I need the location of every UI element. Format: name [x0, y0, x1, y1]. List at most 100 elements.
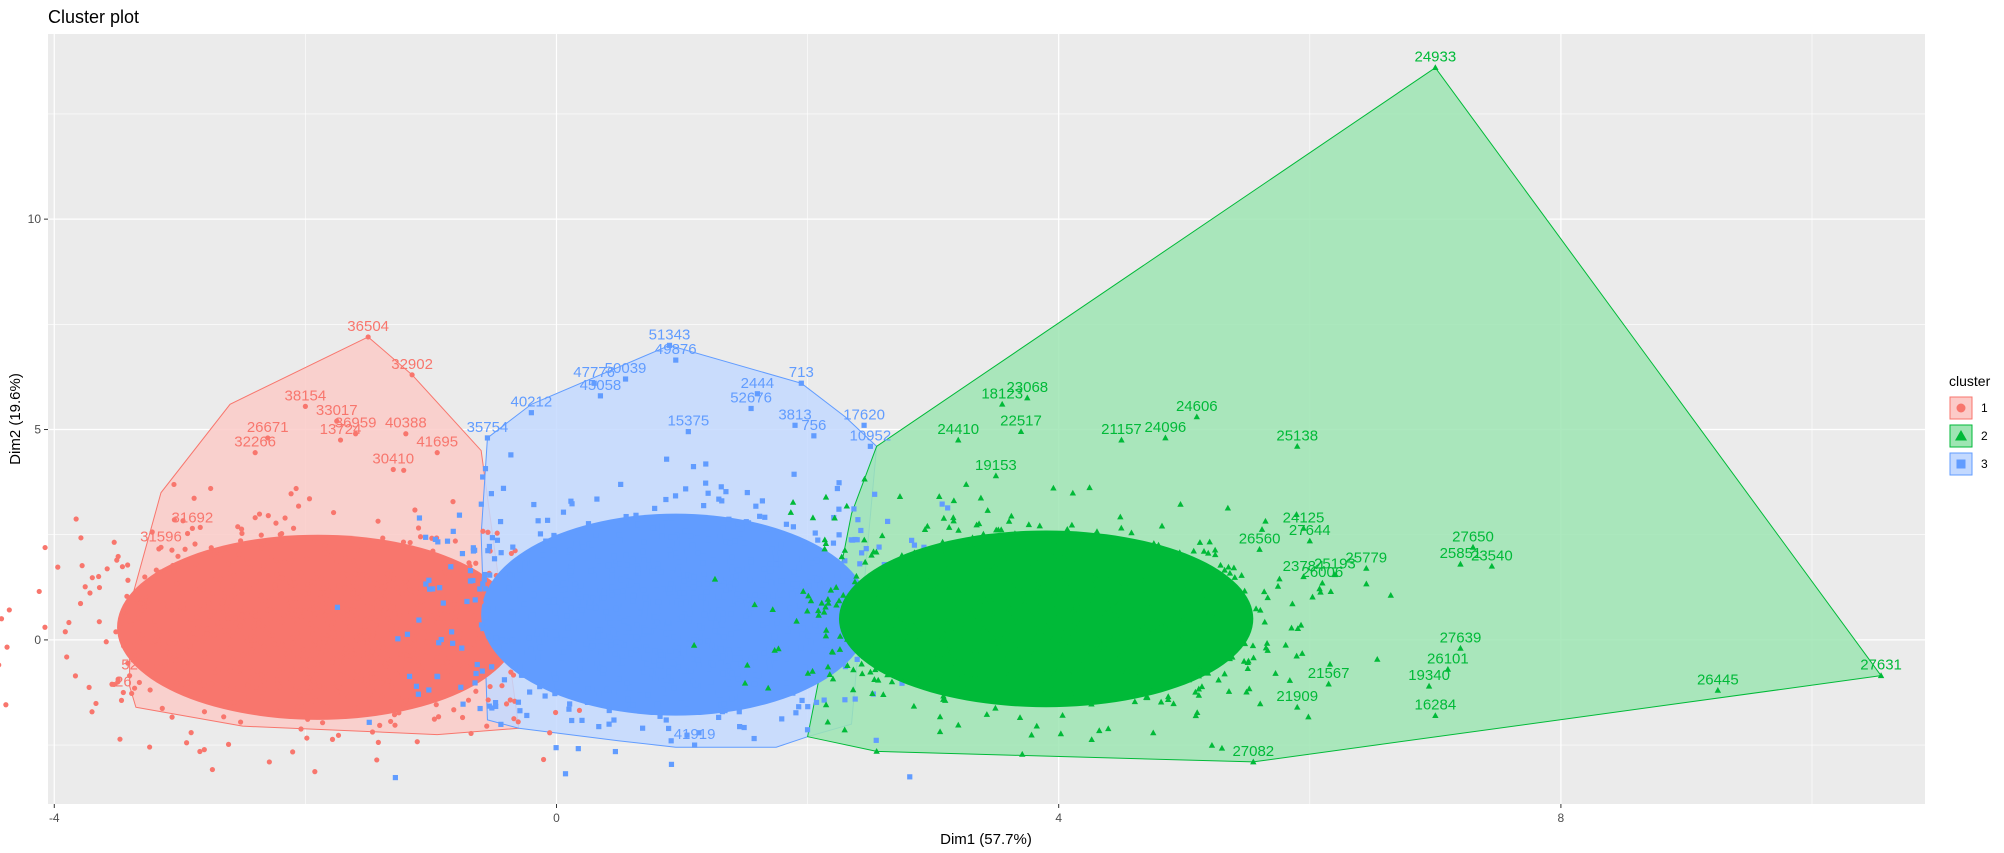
- cluster-point-2: [1140, 648, 1148, 655]
- cluster-point-3: [416, 515, 423, 521]
- cluster-point-3: [594, 660, 600, 666]
- point-cluster-2: [998, 400, 1006, 407]
- cluster-point-2: [1058, 576, 1065, 583]
- cluster-point-3: [551, 597, 557, 604]
- cluster-point-1: [419, 647, 425, 653]
- cluster-point-2: [913, 561, 920, 568]
- point-cluster-3: [666, 342, 673, 348]
- cluster-point-3: [671, 575, 677, 581]
- cluster-point-1: [410, 651, 416, 657]
- cluster-point-3: [736, 709, 742, 715]
- cluster-point-1: [267, 606, 273, 612]
- cluster-point-2: [915, 558, 923, 565]
- cluster-point-2: [1262, 644, 1270, 651]
- cluster-point-2: [1064, 643, 1071, 650]
- cluster-point-2: [975, 551, 983, 557]
- cluster-point-3: [459, 550, 466, 557]
- cluster-point-3: [676, 616, 682, 622]
- cluster-point-2: [879, 532, 886, 539]
- cluster-point-2: [1126, 553, 1133, 560]
- cluster-point-3: [650, 525, 656, 531]
- cluster-point-1: [434, 620, 440, 626]
- cluster-point-3: [623, 634, 629, 640]
- cluster-point-2: [769, 606, 776, 613]
- cluster-point-2: [998, 643, 1005, 650]
- cluster-point-2: [818, 599, 825, 606]
- cluster-point-2: [1032, 597, 1040, 604]
- cluster-point-1: [298, 726, 304, 732]
- cluster-point-3: [827, 623, 833, 629]
- cluster-point-1: [243, 565, 249, 571]
- cluster-point-2: [1257, 606, 1264, 613]
- cluster-point-1: [229, 583, 235, 589]
- cluster-point-3: [489, 664, 495, 670]
- cluster-point-2: [1074, 587, 1081, 594]
- cluster-point-2: [1316, 585, 1323, 592]
- cluster-point-2: [1137, 668, 1144, 675]
- point-label-cluster-2: 25851: [1440, 545, 1482, 562]
- cluster-point-2: [1249, 642, 1257, 649]
- cluster-point-2: [1260, 588, 1268, 595]
- cluster-point-2: [1066, 546, 1073, 552]
- cluster-point-2: [1155, 652, 1163, 659]
- cluster-point-3: [406, 673, 413, 679]
- cluster-point-3: [728, 581, 735, 587]
- cluster-point-1: [261, 562, 267, 569]
- cluster-point-3: [668, 678, 674, 684]
- cluster-point-3: [772, 654, 779, 661]
- cluster-point-3: [688, 668, 694, 674]
- point-cluster-2: [1363, 564, 1370, 571]
- cluster-point-3: [574, 677, 580, 684]
- cluster-point-1: [103, 639, 109, 645]
- cluster-point-2: [824, 595, 832, 602]
- cluster-point-3: [805, 633, 812, 639]
- cluster-point-2: [940, 692, 947, 699]
- cluster-point-1: [452, 560, 458, 566]
- cluster-point-2: [937, 615, 945, 622]
- cluster-point-2: [1131, 698, 1139, 705]
- cluster-point-3: [691, 574, 697, 580]
- cluster-point-1: [262, 669, 268, 675]
- cluster-point-2: [1084, 597, 1092, 604]
- cluster-point-2: [690, 641, 698, 648]
- cluster-point-1: [118, 620, 124, 626]
- cluster-point-2: [894, 607, 901, 613]
- cluster-point-3: [601, 595, 607, 601]
- cluster-point-2: [1035, 638, 1042, 645]
- cluster-point-2: [1240, 657, 1248, 664]
- cluster-point-1: [368, 706, 374, 712]
- cluster-point-2: [1102, 691, 1109, 698]
- cluster-point-1: [494, 530, 500, 536]
- cluster-point-1: [204, 626, 211, 632]
- cluster-point-2: [984, 580, 991, 587]
- cluster-point-2: [1006, 650, 1014, 657]
- cluster-point-2: [915, 627, 922, 634]
- point-cluster-2: [955, 436, 962, 443]
- cluster-point-3: [778, 542, 784, 548]
- cluster-point-1: [319, 608, 325, 615]
- cluster-point-1: [416, 594, 422, 601]
- cluster-point-1: [389, 684, 395, 691]
- cluster-point-2: [843, 502, 850, 509]
- cluster-point-2: [832, 584, 840, 590]
- cluster-point-3: [761, 650, 767, 656]
- point-label-cluster-1: 38154: [285, 387, 327, 404]
- cluster-point-3: [784, 656, 790, 662]
- cluster-point-2: [822, 493, 830, 500]
- cluster-point-1: [287, 676, 293, 682]
- cluster-point-2: [831, 514, 838, 521]
- cluster-point-3: [921, 544, 927, 550]
- point-label-cluster-2: 16284: [1414, 697, 1456, 714]
- point-cluster-3: [861, 422, 867, 428]
- point-label-cluster-2: 26101: [1427, 650, 1469, 667]
- cluster-point-3: [603, 609, 609, 615]
- cluster-point-2: [1049, 562, 1057, 569]
- cluster-point-3: [674, 540, 680, 547]
- cluster-point-3: [681, 578, 687, 584]
- cluster-point-2: [880, 632, 888, 639]
- cluster-point-2: [1118, 612, 1125, 619]
- cluster-point-2: [1050, 538, 1057, 545]
- point-label-cluster-1: 30410: [372, 450, 414, 467]
- cluster-point-3: [735, 676, 741, 682]
- cluster-point-1: [168, 628, 174, 634]
